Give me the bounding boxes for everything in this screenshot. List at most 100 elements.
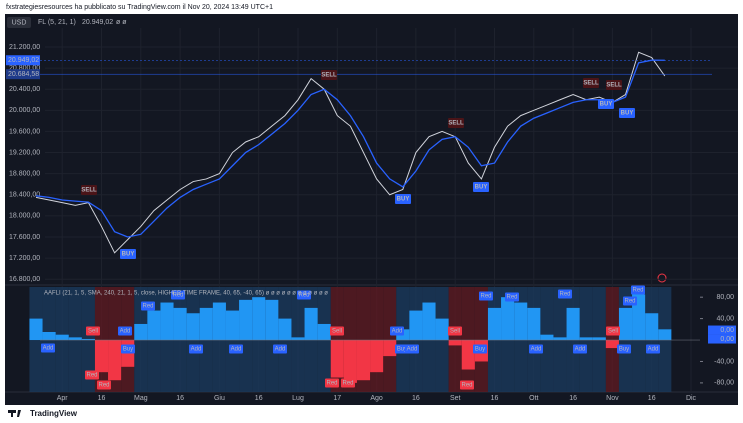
osc-background <box>370 287 384 392</box>
osc-signal-label: Red <box>298 293 309 299</box>
signal-label: SELL <box>606 83 622 89</box>
osc-signal-label: Add <box>648 347 659 353</box>
osc-background <box>383 287 397 392</box>
osc-bar <box>160 302 174 341</box>
osc-bar <box>566 307 580 341</box>
osc-signal-box <box>141 301 155 311</box>
osc-signal-label: Buy <box>397 347 407 353</box>
y-tick-label: 20.400,00 <box>9 86 40 93</box>
x-tick-label: 16 <box>412 395 420 402</box>
osc-signal-box <box>606 326 620 336</box>
osc-bar <box>94 340 109 373</box>
signal-label: BUY <box>621 111 634 117</box>
price-label-box <box>6 55 40 66</box>
x-tick-label: 16 <box>648 395 656 402</box>
osc-signal-label: Buy <box>123 347 133 353</box>
legend-value: 20.949,02 <box>82 19 113 26</box>
alert-icon <box>657 273 667 283</box>
osc-bar <box>42 332 56 341</box>
x-tick-label: Lug <box>292 395 304 402</box>
osc-signal-box <box>529 344 543 354</box>
osc-signal-label: Add <box>275 347 286 353</box>
osc-signal-box <box>505 292 519 302</box>
osc-background <box>605 287 619 392</box>
osc-signal-label: Add <box>231 347 242 353</box>
signal-box <box>473 182 489 192</box>
osc-bar <box>461 340 475 370</box>
price-label: 20.684,58 <box>8 71 39 78</box>
osc-signal-label: Red <box>326 381 337 387</box>
osc-bar <box>239 299 253 341</box>
osc-bar <box>147 310 161 341</box>
osc-signal-box <box>118 326 132 336</box>
x-tick-label: Dic <box>686 395 697 402</box>
signal-label: SELL <box>81 188 97 194</box>
osc-signal-label: Sell <box>608 329 618 335</box>
osc-signal-label: Red <box>632 288 643 294</box>
osc-bar <box>632 294 646 341</box>
osc-bar <box>435 318 449 341</box>
y-tick-label: 16.800,00 <box>9 276 40 283</box>
signal-box <box>120 249 136 259</box>
osc-current-label: 0,00 <box>720 336 734 343</box>
osc-signal-box <box>297 290 311 300</box>
osc-signal-label: Add <box>120 329 131 335</box>
osc-bar <box>501 297 515 341</box>
osc-bar <box>252 297 266 341</box>
osc-signal-label: Sell <box>88 329 98 335</box>
y-tick-label: 20.800,00 <box>9 65 40 72</box>
osc-signal-box <box>617 344 631 354</box>
osc-bar <box>356 340 371 381</box>
x-tick-label: Nov <box>606 395 619 402</box>
price-label: 20.949,02 <box>8 57 39 64</box>
osc-background <box>461 287 475 392</box>
osc-current-label: 0,00 <box>720 327 734 334</box>
x-tick-label: Set <box>450 395 461 402</box>
osc-bar <box>186 313 200 341</box>
price-label-box <box>6 69 40 80</box>
osc-signal-box <box>390 326 404 336</box>
osc-signal-box <box>623 296 637 306</box>
osc-bar <box>448 340 462 346</box>
osc-signal-box <box>448 326 462 336</box>
osc-bar <box>29 318 43 341</box>
x-tick-label: Ago <box>370 395 383 402</box>
signal-box <box>606 80 622 90</box>
osc-signal-box <box>121 344 135 354</box>
footer: TradingView <box>30 409 78 418</box>
osc-tick-label: 40,00 <box>716 315 734 322</box>
osc-signal-box <box>41 343 55 353</box>
x-tick-label: 16 <box>176 395 184 402</box>
price-line <box>35 51 666 254</box>
osc-signal-label: Red <box>461 383 472 389</box>
signal-label: SELL <box>448 121 464 127</box>
signal-box <box>321 70 337 80</box>
x-tick-label: 16 <box>491 395 499 402</box>
osc-signal-box <box>229 344 243 354</box>
signal-box <box>448 118 464 128</box>
osc-signal-label: Buy <box>475 347 485 353</box>
osc-bar <box>68 337 82 341</box>
osc-signal-label: Add <box>43 346 54 352</box>
osc-signal-box <box>479 291 493 301</box>
osc-background <box>474 287 488 392</box>
y-tick-label: 18.000,00 <box>9 213 40 220</box>
x-tick-label: Giu <box>214 395 225 402</box>
osc-bar <box>304 307 318 341</box>
osc-bar <box>527 307 541 341</box>
osc-bar <box>278 318 292 341</box>
signal-label: BUY <box>475 185 488 191</box>
osc-bar <box>645 313 659 341</box>
osc-signal-box <box>405 344 419 354</box>
osc-signal-label: Red <box>506 295 517 301</box>
osc-signal-box <box>171 290 185 300</box>
osc-signal-label: Add <box>407 347 418 353</box>
osc-current-box <box>708 325 736 335</box>
y-tick-label: 21.200,00 <box>9 44 40 51</box>
signal-label: BUY <box>122 252 135 258</box>
osc-bar <box>343 340 357 383</box>
osc-signal-box <box>573 344 587 354</box>
osc-bar <box>55 334 69 341</box>
